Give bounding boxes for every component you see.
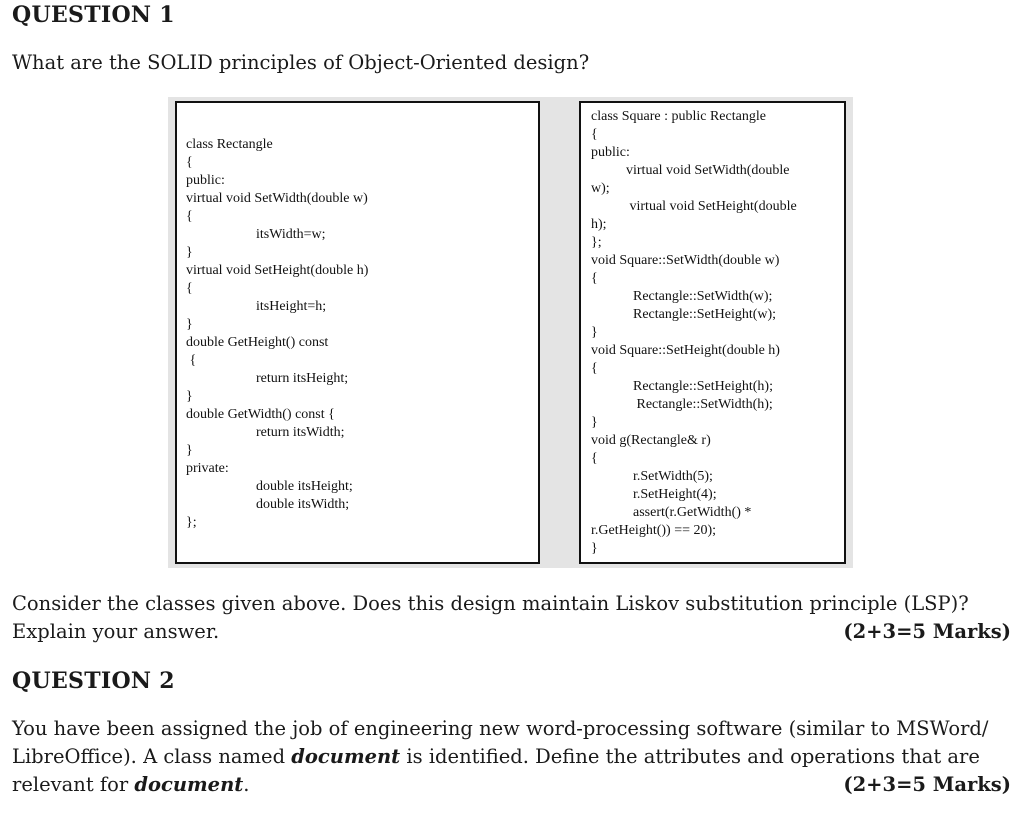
code-line: } <box>591 540 797 558</box>
code-line: virtual void SetHeight(double h) <box>186 262 368 280</box>
code-line: { <box>186 280 368 298</box>
code-line: w); <box>591 180 797 198</box>
square-code: class Square : public Rectangle{public: … <box>591 108 797 558</box>
code-line: double itsWidth; <box>186 496 368 514</box>
question-2-marks: (2+3=5 Marks) <box>843 771 1011 799</box>
question-2-line-3-post: . <box>243 773 249 796</box>
code-line: }; <box>591 234 797 252</box>
code-line: } <box>186 244 368 262</box>
code-line: private: <box>186 460 368 478</box>
question-2-line-2-post: is identified. Define the attributes and… <box>400 745 980 768</box>
code-line: Rectangle::SetWidth(h); <box>591 396 797 414</box>
code-line: void Square::SetWidth(double w) <box>591 252 797 270</box>
code-line: Rectangle::SetHeight(h); <box>591 378 797 396</box>
code-line: r.SetWidth(5); <box>591 468 797 486</box>
question-2-heading: QUESTION 2 <box>12 668 175 694</box>
code-line: } <box>186 316 368 334</box>
code-line: { <box>186 208 368 226</box>
question-1-prompt: What are the SOLID principles of Object-… <box>12 49 589 77</box>
code-line: public: <box>591 144 797 162</box>
code-line: public: <box>186 172 368 190</box>
code-line: itsWidth=w; <box>186 226 368 244</box>
code-line: }; <box>186 514 368 532</box>
question-2-line-2: LibreOffice). A class named document is … <box>12 743 1012 771</box>
code-line: class Rectangle <box>186 136 368 154</box>
document-keyword: document <box>291 745 400 768</box>
question-2-line-1: You have been assigned the job of engine… <box>12 715 1012 743</box>
code-line: } <box>591 324 797 342</box>
code-line: { <box>186 352 368 370</box>
square-class-box: class Square : public Rectangle{public: … <box>579 101 846 564</box>
code-line: assert(r.GetWidth() * <box>591 504 797 522</box>
question-1-marks: (2+3=5 Marks) <box>843 618 1011 646</box>
document-keyword: document <box>134 773 243 796</box>
code-line: Rectangle::SetHeight(w); <box>591 306 797 324</box>
question-1-consider-line-2: Explain your answer. <box>12 618 219 646</box>
code-line: { <box>591 126 797 144</box>
code-line: { <box>591 270 797 288</box>
code-line: itsHeight=h; <box>186 298 368 316</box>
question-2-line-3-pre: relevant for <box>12 773 134 796</box>
code-line: Rectangle::SetWidth(w); <box>591 288 797 306</box>
code-line: r.GetHeight()) == 20); <box>591 522 797 540</box>
code-line: } <box>186 388 368 406</box>
code-line: } <box>186 442 368 460</box>
code-line: { <box>591 450 797 468</box>
code-line: } <box>591 414 797 432</box>
code-line: virtual void SetWidth(double <box>591 162 797 180</box>
code-line: virtual void SetHeight(double <box>591 198 797 216</box>
code-line: return itsHeight; <box>186 370 368 388</box>
rectangle-code: class Rectangle{public: virtual void SetW… <box>186 136 368 532</box>
question-2-line-2-pre: LibreOffice). A class named <box>12 745 291 768</box>
rectangle-class-box: class Rectangle{public: virtual void SetW… <box>175 101 540 564</box>
code-line: class Square : public Rectangle <box>591 108 797 126</box>
code-line: r.SetHeight(4); <box>591 486 797 504</box>
code-line: double GetHeight() const <box>186 334 368 352</box>
code-line: return itsWidth; <box>186 424 368 442</box>
code-line: { <box>186 154 368 172</box>
question-1-heading: QUESTION 1 <box>12 2 175 28</box>
code-line: void g(Rectangle& r) <box>591 432 797 450</box>
code-line: virtual void SetWidth(double w) <box>186 190 368 208</box>
code-line: void Square::SetHeight(double h) <box>591 342 797 360</box>
code-line: { <box>591 360 797 378</box>
question-1-consider-line-1: Consider the classes given above. Does t… <box>12 590 1012 618</box>
code-line: h); <box>591 216 797 234</box>
code-line: double GetWidth() const { <box>186 406 368 424</box>
question-2-line-3: relevant for document. <box>12 771 249 799</box>
code-line: double itsHeight; <box>186 478 368 496</box>
